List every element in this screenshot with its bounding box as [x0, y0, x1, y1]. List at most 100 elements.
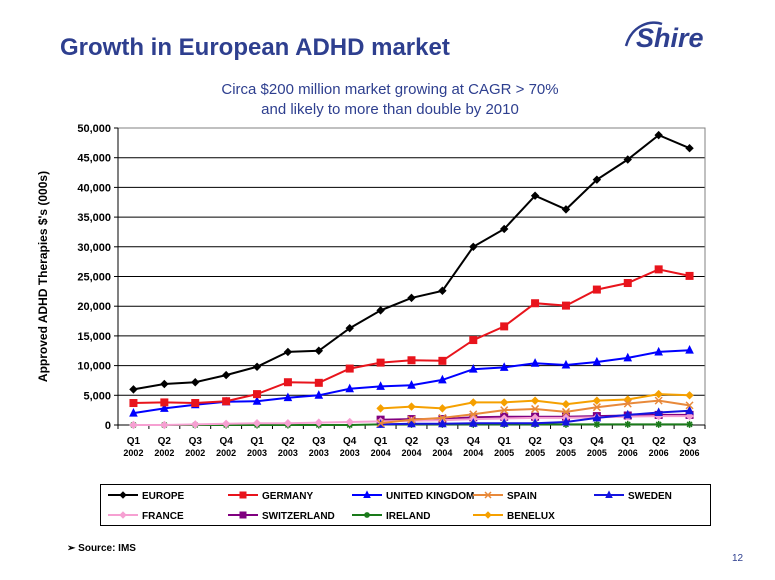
data-point-spain: [654, 396, 663, 405]
x-tick-label: 2006: [680, 448, 700, 458]
data-point-benelux: [685, 391, 694, 400]
data-point-benelux: [438, 404, 447, 413]
data-point-sweden: [499, 418, 509, 427]
data-point-sweden: [654, 407, 663, 417]
data-point-spain: [623, 399, 632, 408]
data-point-benelux: [530, 396, 540, 405]
subtitle-line-1: Circa $200 million market growing at CAG…: [221, 81, 559, 98]
slide-title: Growth in European ADHD market: [60, 34, 450, 61]
x-tick-label: Q3: [189, 436, 203, 447]
data-point-sweden: [530, 418, 540, 427]
data-point-united-kingdom: [129, 408, 138, 417]
x-tick-label: 2003: [278, 448, 298, 458]
data-point-spain: [561, 407, 571, 416]
x-tick-label: Q4: [590, 436, 604, 447]
data-point-germany: [191, 399, 200, 408]
x-tick-label: 2003: [247, 448, 267, 458]
legend-marker-ireland: [364, 512, 370, 518]
data-point-germany: [283, 378, 292, 387]
data-point-spain: [376, 419, 385, 428]
x-tick-label: 2003: [340, 448, 360, 458]
x-tick-label: 2002: [216, 448, 236, 458]
data-point-germany: [376, 358, 385, 367]
data-point-sweden: [468, 418, 478, 427]
logo-wordmark: Shire: [636, 23, 704, 53]
data-point-ireland: [686, 420, 694, 428]
y-tick-label: 45,000: [77, 153, 111, 165]
data-point-europe: [221, 370, 231, 380]
data-point-germany: [345, 364, 354, 373]
data-point-france: [160, 420, 169, 430]
data-point-europe: [438, 286, 447, 295]
x-tick-label: 2002: [185, 448, 205, 458]
data-point-france: [685, 411, 694, 421]
data-point-europe: [685, 143, 694, 153]
data-point-europe: [252, 362, 262, 371]
data-point-ireland: [593, 420, 601, 428]
data-point-france: [129, 420, 138, 430]
y-tick-label: 35,000: [77, 212, 111, 224]
data-point-spain: [685, 401, 694, 410]
data-point-united-kingdom: [252, 396, 262, 405]
data-point-germany: [160, 398, 169, 407]
data-point-sweden: [592, 412, 602, 422]
x-tick-label: Q2: [652, 436, 666, 447]
data-point-benelux: [592, 396, 602, 405]
data-point-united-kingdom: [283, 392, 293, 402]
legend-label-benelux: BENELUX: [507, 511, 555, 522]
data-point-united-kingdom: [314, 390, 324, 399]
legend-label-spain: SPAIN: [507, 491, 537, 502]
data-point-germany: [129, 399, 138, 408]
data-point-sweden: [685, 405, 694, 415]
x-tick-label: Q4: [343, 436, 357, 447]
data-point-europe: [469, 242, 478, 252]
x-tick-label: 2004: [371, 448, 391, 458]
data-point-europe: [499, 224, 509, 234]
x-tick-label: 2005: [556, 448, 576, 458]
legend-marker-united-kingdom: [363, 490, 371, 498]
data-point-united-kingdom: [530, 358, 540, 367]
data-point-ireland: [624, 420, 632, 428]
data-point-spain: [438, 413, 447, 422]
x-tick-label: 2005: [587, 448, 607, 458]
data-point-france: [252, 419, 262, 428]
data-point-benelux: [407, 402, 416, 411]
slide-subtitle: Circa $200 million market growing at CAG…: [150, 80, 630, 120]
legend-marker-sweden: [605, 490, 613, 498]
data-point-benelux: [561, 400, 571, 409]
data-point-benelux: [376, 404, 385, 413]
data-point-united-kingdom: [345, 383, 355, 393]
y-tick-label: 40,000: [77, 182, 111, 194]
data-point-sweden: [561, 416, 571, 426]
legend-marker-benelux: [484, 511, 492, 519]
data-point-germany: [623, 279, 632, 288]
data-point-germany: [469, 336, 478, 345]
x-tick-label: Q2: [281, 436, 295, 447]
data-point-united-kingdom: [438, 374, 447, 384]
data-point-europe: [191, 378, 200, 387]
x-tick-label: Q2: [528, 436, 542, 447]
data-point-united-kingdom: [561, 359, 571, 369]
data-point-germany: [561, 301, 570, 310]
legend-marker-switzerland: [239, 511, 247, 519]
data-point-europe: [129, 385, 138, 394]
data-point-france: [221, 419, 231, 429]
data-point-germany: [654, 265, 663, 274]
data-point-germany: [253, 390, 262, 399]
data-point-europe: [283, 347, 293, 357]
x-tick-label: Q2: [158, 436, 172, 447]
x-tick-label: Q3: [436, 436, 450, 447]
y-tick-label: 50,000: [77, 123, 111, 135]
x-tick-label: 2005: [525, 448, 545, 458]
x-tick-label: Q2: [405, 436, 419, 447]
data-point-europe: [530, 191, 540, 200]
legend-marker-europe: [119, 491, 127, 499]
data-point-united-kingdom: [685, 345, 694, 354]
data-point-sweden: [623, 409, 633, 419]
x-tick-label: 2002: [154, 448, 174, 458]
data-point-europe: [160, 379, 169, 389]
y-tick-label: 10,000: [77, 361, 111, 373]
data-point-germany: [531, 299, 540, 308]
data-point-spain: [500, 406, 509, 415]
data-point-sweden: [407, 418, 416, 428]
